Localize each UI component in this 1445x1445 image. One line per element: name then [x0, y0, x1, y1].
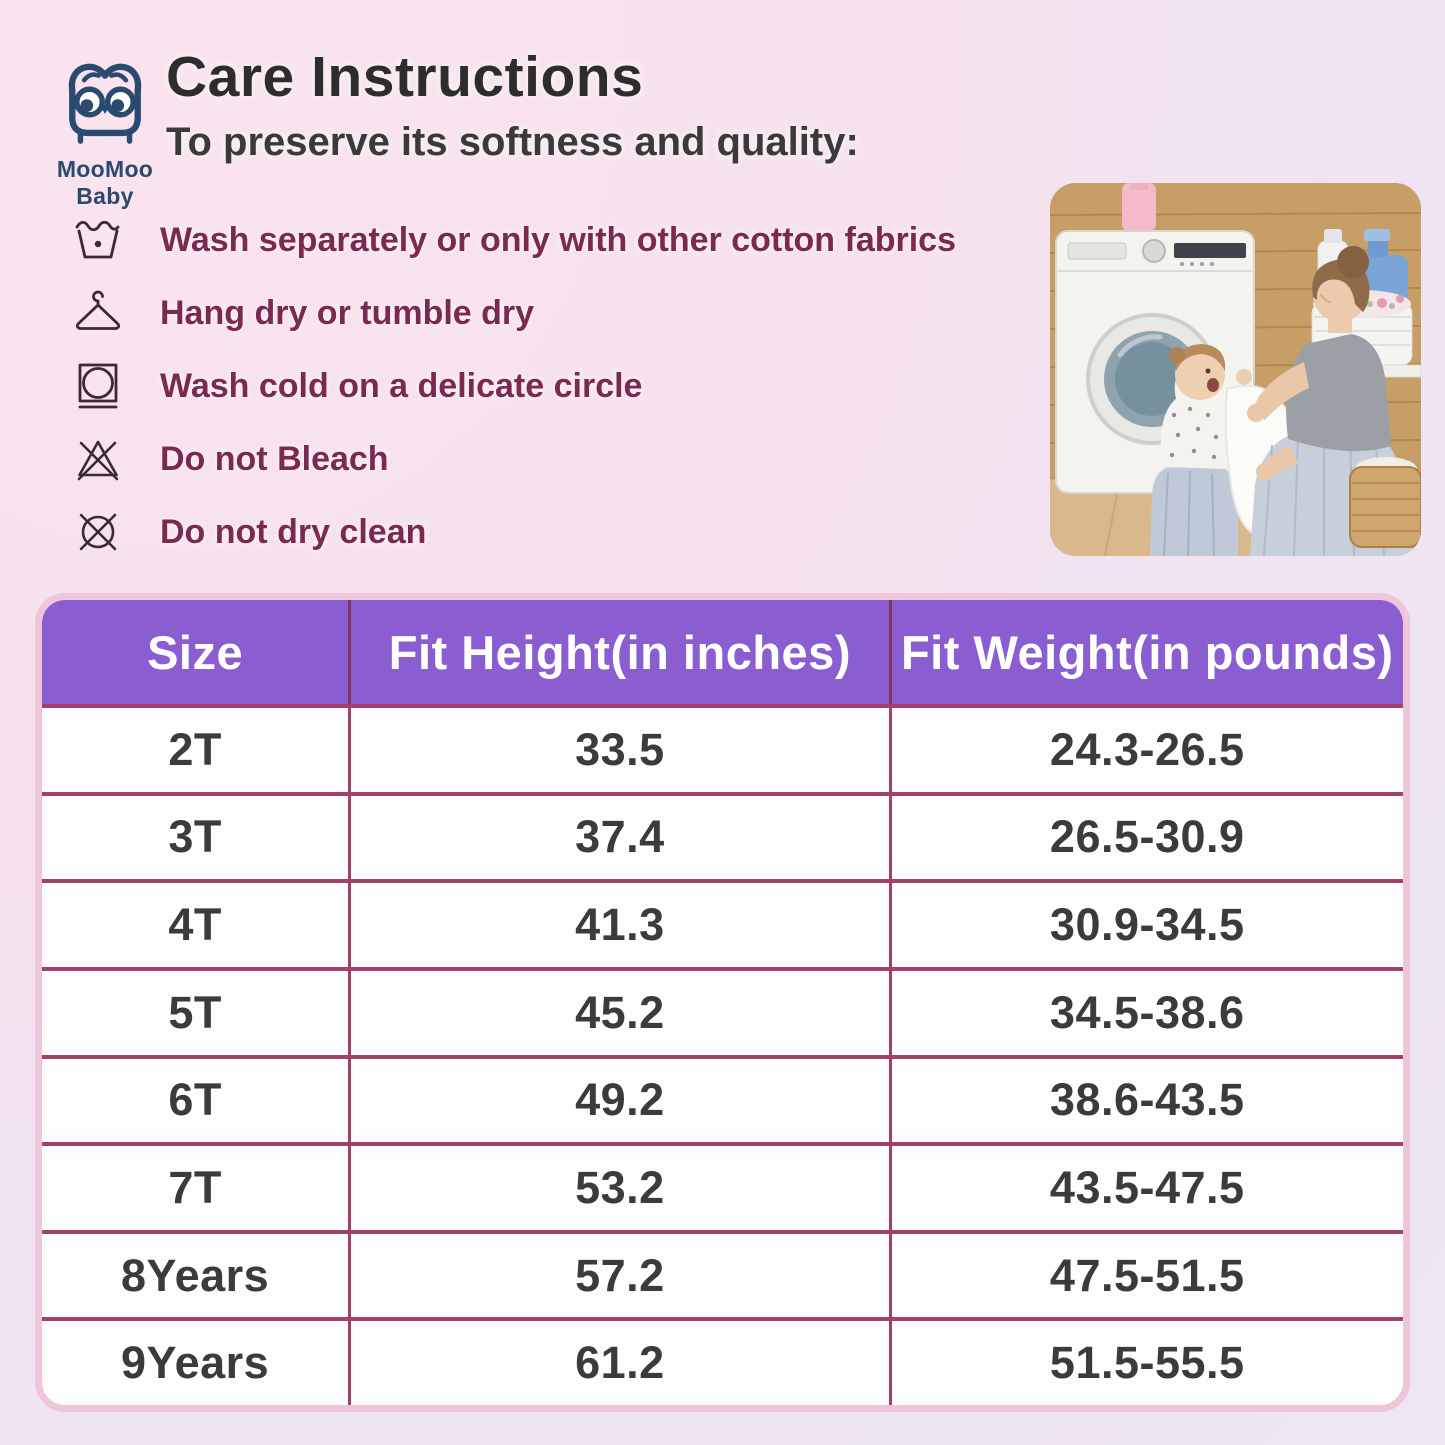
cell-size: 4T [168, 899, 222, 951]
care-item-label: Wash separately or only with other cotto… [160, 220, 956, 259]
cell-height: 57.2 [348, 1233, 888, 1318]
hanger-icon [70, 287, 126, 339]
cell-weight: 30.9-34.5 [888, 883, 1403, 967]
cell-height: 45.2 [348, 970, 888, 1055]
cell-height: 53.2 [348, 1146, 888, 1230]
size-chart-table: Size Fit Height(in inches) Fit Weight(in… [35, 593, 1410, 1412]
size-chart-body: 2T 33.5 24.3-26.5 3T 37.4 26.5-30.9 4T 4… [42, 704, 1403, 1405]
cell-size: 3T [168, 811, 222, 863]
cell-size: 2T [168, 723, 222, 775]
column-header-fit-height: Fit Height(in inches) [348, 600, 888, 704]
table-row: 7T 53.2 43.5-47.5 [42, 1142, 1403, 1230]
cell-size: 7T [168, 1161, 222, 1213]
care-item-hang-dry: Hang dry or tumble dry [70, 287, 1040, 339]
size-chart-header-row: Size Fit Height(in inches) Fit Weight(in… [42, 600, 1403, 704]
no-dry-clean-icon [70, 506, 126, 558]
care-item-label: Do not dry clean [160, 512, 427, 551]
care-item-wash-cold: Wash cold on a delicate circle [70, 360, 1040, 412]
column-header-fit-weight: Fit Weight(in pounds) [888, 600, 1403, 704]
care-item-wash-separately: Wash separately or only with other cotto… [70, 214, 1040, 266]
cell-weight: 34.5-38.6 [888, 970, 1403, 1055]
header-block: Care Instructions To preserve its softne… [166, 44, 1066, 165]
cell-weight: 24.3-26.5 [888, 708, 1403, 792]
no-bleach-icon [70, 433, 126, 485]
cell-weight: 43.5-47.5 [888, 1146, 1403, 1230]
care-item-no-bleach: Do not Bleach [70, 433, 1040, 485]
cell-weight: 38.6-43.5 [888, 1058, 1403, 1143]
cell-height: 41.3 [348, 883, 888, 967]
care-item-label: Wash cold on a delicate circle [160, 366, 643, 405]
table-row: 6T 49.2 38.6-43.5 [42, 1054, 1403, 1143]
table-row: 9Years 61.2 51.5-55.5 [42, 1317, 1403, 1405]
cell-weight: 47.5-51.5 [888, 1233, 1403, 1318]
page-title: Care Instructions [166, 45, 644, 109]
table-row: 2T 33.5 24.3-26.5 [42, 704, 1403, 792]
care-item-label: Hang dry or tumble dry [160, 293, 535, 332]
child-figure [1150, 344, 1252, 556]
care-item-label: Do not Bleach [160, 439, 389, 478]
cell-weight: 26.5-30.9 [888, 795, 1403, 880]
page-subtitle: To preserve its softness and quality: [166, 120, 859, 164]
cell-size: 5T [168, 986, 222, 1038]
cell-height: 37.4 [348, 795, 888, 880]
cell-height: 61.2 [348, 1321, 888, 1405]
cell-size: 9Years [121, 1337, 270, 1389]
table-row: 8Years 57.2 47.5-51.5 [42, 1229, 1403, 1318]
cell-height: 33.5 [348, 708, 888, 792]
owl-logo-icon [68, 63, 142, 144]
brand-name: MooMoo Baby [56, 156, 154, 209]
cell-size: 8Years [121, 1249, 270, 1301]
wicker-basket [1349, 457, 1421, 548]
delicate-wash-icon [70, 360, 126, 412]
table-row: 3T 37.4 26.5-30.9 [42, 791, 1403, 880]
wash-icon [70, 214, 126, 266]
column-header-size: Size [147, 625, 244, 679]
cell-height: 49.2 [348, 1058, 888, 1143]
care-item-no-dry-clean: Do not dry clean [70, 506, 1040, 558]
care-instructions-list: Wash separately or only with other cotto… [70, 214, 1040, 579]
cell-size: 6T [168, 1074, 222, 1126]
brand-logo: MooMoo Baby [34, 52, 176, 210]
laundry-photo [1050, 183, 1421, 556]
pink-detergent-bottle [1122, 183, 1156, 231]
table-row: 4T 41.3 30.9-34.5 [42, 879, 1403, 967]
table-row: 5T 45.2 34.5-38.6 [42, 966, 1403, 1055]
cell-weight: 51.5-55.5 [888, 1321, 1403, 1405]
